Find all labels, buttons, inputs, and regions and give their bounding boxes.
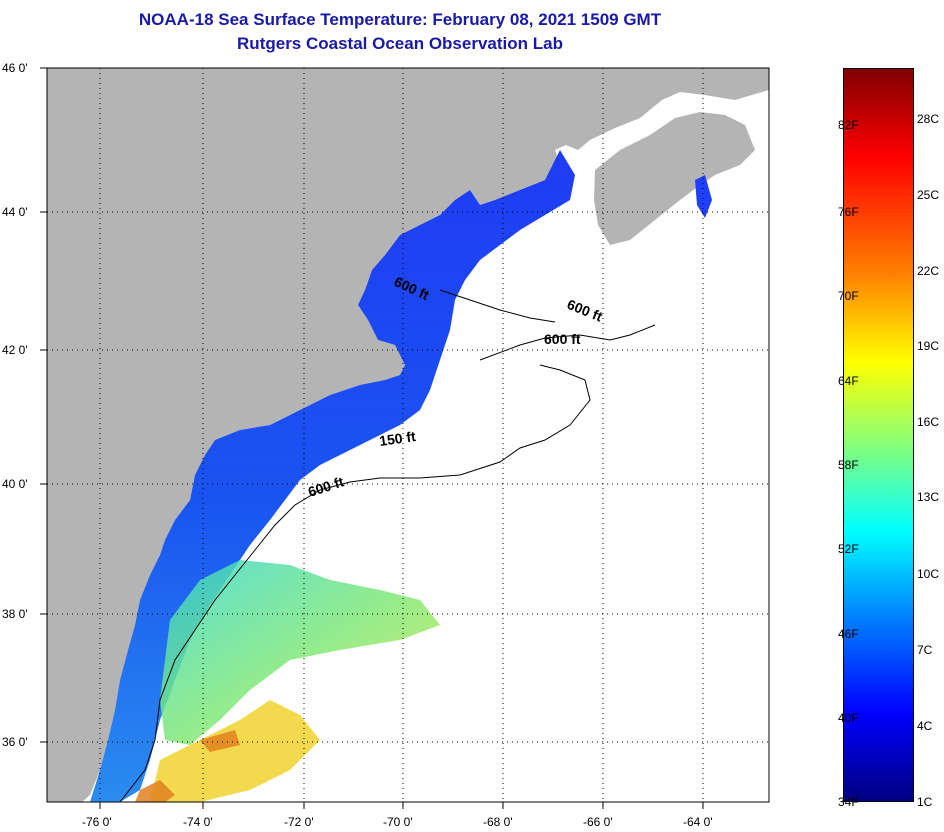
colorbar-f-label: 76F — [838, 205, 859, 219]
colorbar-c-label: 13C — [917, 490, 940, 504]
colorbar-f-label: 46F — [838, 627, 859, 641]
lon-label: -66 0' — [583, 815, 613, 829]
colorbar-c-label: 16C — [917, 415, 940, 429]
colorbar-f-label: 64F — [838, 374, 859, 388]
warm-water-patch — [160, 560, 440, 745]
colorbar-c-label: 19C — [917, 339, 940, 353]
lon-label: -68 0' — [483, 815, 513, 829]
lat-label: 40 0' — [2, 477, 28, 491]
lat-label: 38 0' — [2, 607, 28, 621]
lon-label: -70 0' — [383, 815, 413, 829]
colorbar-c-label: 4C — [917, 719, 933, 733]
gulf-stream-warm — [150, 700, 320, 802]
colorbar-c-label: 7C — [917, 643, 933, 657]
colorbar-f-label: 52F — [838, 542, 859, 556]
lon-label: -64 0' — [683, 815, 713, 829]
contour-line — [479, 324, 656, 361]
map-title: NOAA-18 Sea Surface Temperature: Februar… — [138, 10, 662, 29]
colorbar-c-label: 22C — [917, 264, 940, 278]
colorbar-c-label: 25C — [917, 188, 940, 202]
colorbar-c-label: 10C — [917, 567, 940, 581]
map-subtitle: Rutgers Coastal Ocean Observation Lab — [237, 34, 563, 53]
colorbar-f-label: 40F — [838, 711, 859, 725]
colorbar-c-label: 1C — [917, 795, 933, 809]
colorbar-f-label: 82F — [838, 118, 859, 132]
nova-scotia — [594, 112, 755, 245]
colorbar-c-label: 28C — [917, 112, 940, 126]
lat-label: 46 0' — [2, 61, 28, 75]
contour-line — [439, 289, 556, 323]
lat-label: 42 0' — [2, 343, 28, 357]
contour-label: 600 ft — [544, 331, 581, 347]
temperature-colorbar — [843, 68, 914, 802]
colorbar-f-label: 70F — [838, 289, 859, 303]
cold-water-band — [90, 150, 575, 802]
fundy-cold-spot — [695, 175, 712, 218]
colorbar-f-label: 58F — [838, 458, 859, 472]
gulf-stream-hot — [135, 730, 240, 802]
lon-label: -72 0' — [284, 815, 314, 829]
contour-label: 150 ft — [378, 428, 417, 449]
tick-marks — [40, 67, 704, 809]
map-frame — [46, 67, 770, 803]
graticule — [47, 68, 769, 802]
lon-label: -76 0' — [82, 815, 112, 829]
contour-line — [119, 364, 591, 803]
lat-label: 44 0' — [2, 205, 28, 219]
lon-label: -74 0' — [183, 815, 213, 829]
land-mass — [47, 68, 769, 802]
lat-label: 36 0' — [2, 735, 28, 749]
colorbar-f-label: 34F — [838, 795, 859, 809]
